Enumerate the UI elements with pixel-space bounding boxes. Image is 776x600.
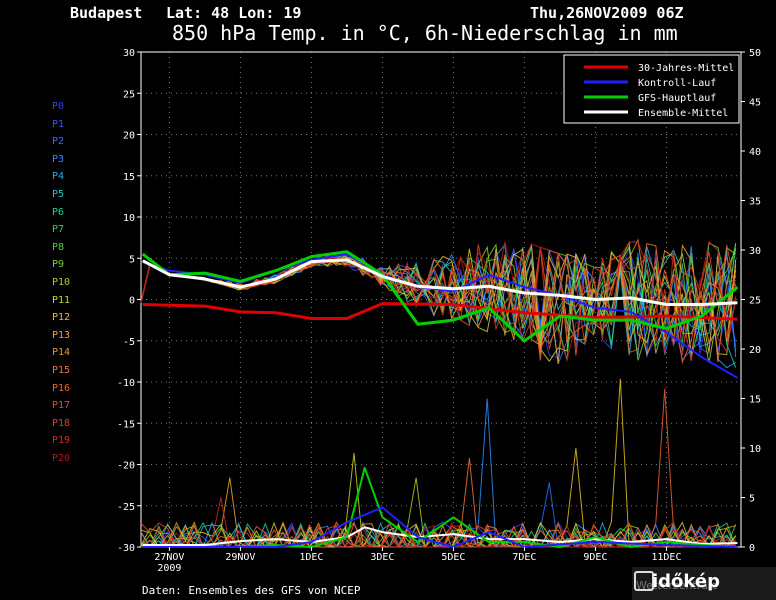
temp-line-gfs-hauptlauf (141, 250, 739, 343)
y-left-tick-label: -20 (117, 461, 135, 472)
member-label: P17 (52, 400, 71, 412)
member-label: P13 (52, 329, 71, 341)
temp-line-ensemble-mittel (142, 258, 738, 306)
member-label: P16 (52, 382, 71, 394)
y-left-tick-label: 30 (123, 48, 135, 59)
y-right-tick-label: 40 (749, 147, 761, 158)
member-label: P6 (52, 206, 65, 218)
y-left-tick-label: -30 (117, 543, 135, 554)
member-label: P7 (52, 224, 65, 236)
y-right-tick-label: 10 (749, 444, 761, 455)
main-precip-lines (142, 466, 738, 548)
member-label: P2 (52, 136, 65, 148)
y-left-tick-label: -15 (117, 419, 135, 430)
site-logo: Wetterzentrale időkép (632, 567, 776, 600)
x-tick-label: 1DEC (299, 552, 323, 563)
y-left-tick-label: 0 (129, 296, 135, 307)
y-left-tick-label: 10 (123, 213, 135, 224)
watermark-text: Wetterzentrale (636, 579, 718, 592)
x-tick-label: 11DEC (651, 552, 681, 563)
member-precip-lines (140, 378, 737, 549)
y-right-tick-label: 50 (749, 48, 761, 59)
y-right-tick-label: 35 (749, 197, 761, 208)
axes: 302520151050-5-10-15-20-25-3050454035302… (117, 48, 761, 574)
y-right-tick-label: 30 (749, 246, 761, 257)
chart-title: 850 hPa Temp. in °C, 6h-Niederschlag in … (172, 21, 678, 45)
member-label: P10 (52, 276, 71, 288)
x-tick-label: 5DEC (441, 552, 465, 563)
y-right-tick-label: 45 (749, 98, 761, 109)
member-label: P3 (52, 153, 65, 165)
member-label: P11 (52, 294, 71, 306)
member-label: P9 (52, 259, 65, 271)
y-left-tick-label: 5 (129, 254, 135, 265)
member-precip-line (140, 497, 737, 549)
y-right-tick-label: 5 (749, 494, 755, 505)
temp-line--jahres-mittel (142, 302, 738, 321)
logo-icon (634, 571, 654, 591)
member-label: P0 (52, 101, 65, 112)
member-label: P12 (52, 312, 71, 324)
x-tick-label: 3DEC (370, 552, 394, 563)
x-tick-label: 7DEC (512, 552, 536, 563)
legend: 30-Jahres-Mittel Kontroll-Lauf GFS-Hauptla… (563, 54, 740, 124)
legend-label: 30-Jahres-Mittel (638, 63, 734, 74)
legend-label: Kontroll-Lauf (638, 78, 716, 89)
y-left-tick-label: 15 (123, 172, 135, 183)
member-label: P1 (52, 118, 65, 130)
y-left-tick-label: 25 (123, 89, 135, 100)
location-label: Budapest (70, 4, 142, 22)
y-right-tick-label: 0 (749, 543, 755, 554)
y-left-tick-label: -10 (117, 378, 135, 389)
x-tick-label: 29NOV (225, 552, 255, 563)
main-temperature-lines (141, 250, 739, 379)
member-temp-line (140, 254, 737, 365)
y-left-tick-label: -5 (123, 337, 135, 348)
member-label: P15 (52, 364, 71, 376)
member-precip-line (140, 388, 736, 549)
precip-line-gfs-hauptlauf (142, 466, 738, 548)
y-left-tick-label: 20 (123, 131, 135, 142)
datetime-label: Thu,26NOV2009 06Z (530, 4, 684, 22)
member-label: P20 (52, 452, 71, 464)
y-right-tick-label: 15 (749, 395, 761, 406)
ensemble-member-list: P0 P1 P2 P3 P4 P5 P6 P7 P8 P9 P10 P11 P12 P13 P14 P15 P1… (52, 98, 70, 467)
legend-label: Ensemble-Mittel (638, 108, 728, 119)
temp-line-kontroll-lauf (142, 253, 738, 379)
precip-line-kontroll-lauf (142, 506, 738, 548)
member-label: P18 (52, 417, 71, 429)
logo-brand: időkép (652, 571, 721, 592)
precip-line-ensemble-mittel (142, 526, 738, 546)
x-tick-year-label: 2009 (157, 563, 181, 574)
member-precip-line (140, 378, 737, 549)
x-tick-label: 27NOV (154, 552, 184, 563)
member-label: P14 (52, 347, 71, 359)
member-label: P5 (52, 188, 65, 200)
coords-label: Lat: 48 Lon: 19 (166, 4, 301, 22)
member-label: P19 (52, 435, 71, 447)
y-right-tick-label: 20 (749, 345, 761, 356)
x-tick-label: 9DEC (583, 552, 607, 563)
legend-label: GFS-Hauptlauf (638, 93, 716, 104)
member-label: P8 (52, 241, 65, 253)
y-left-tick-label: -25 (117, 502, 135, 513)
y-right-tick-label: 25 (749, 296, 761, 307)
member-label: P4 (52, 171, 65, 183)
data-source-label: Daten: Ensembles des GFS von NCEP (142, 584, 361, 597)
